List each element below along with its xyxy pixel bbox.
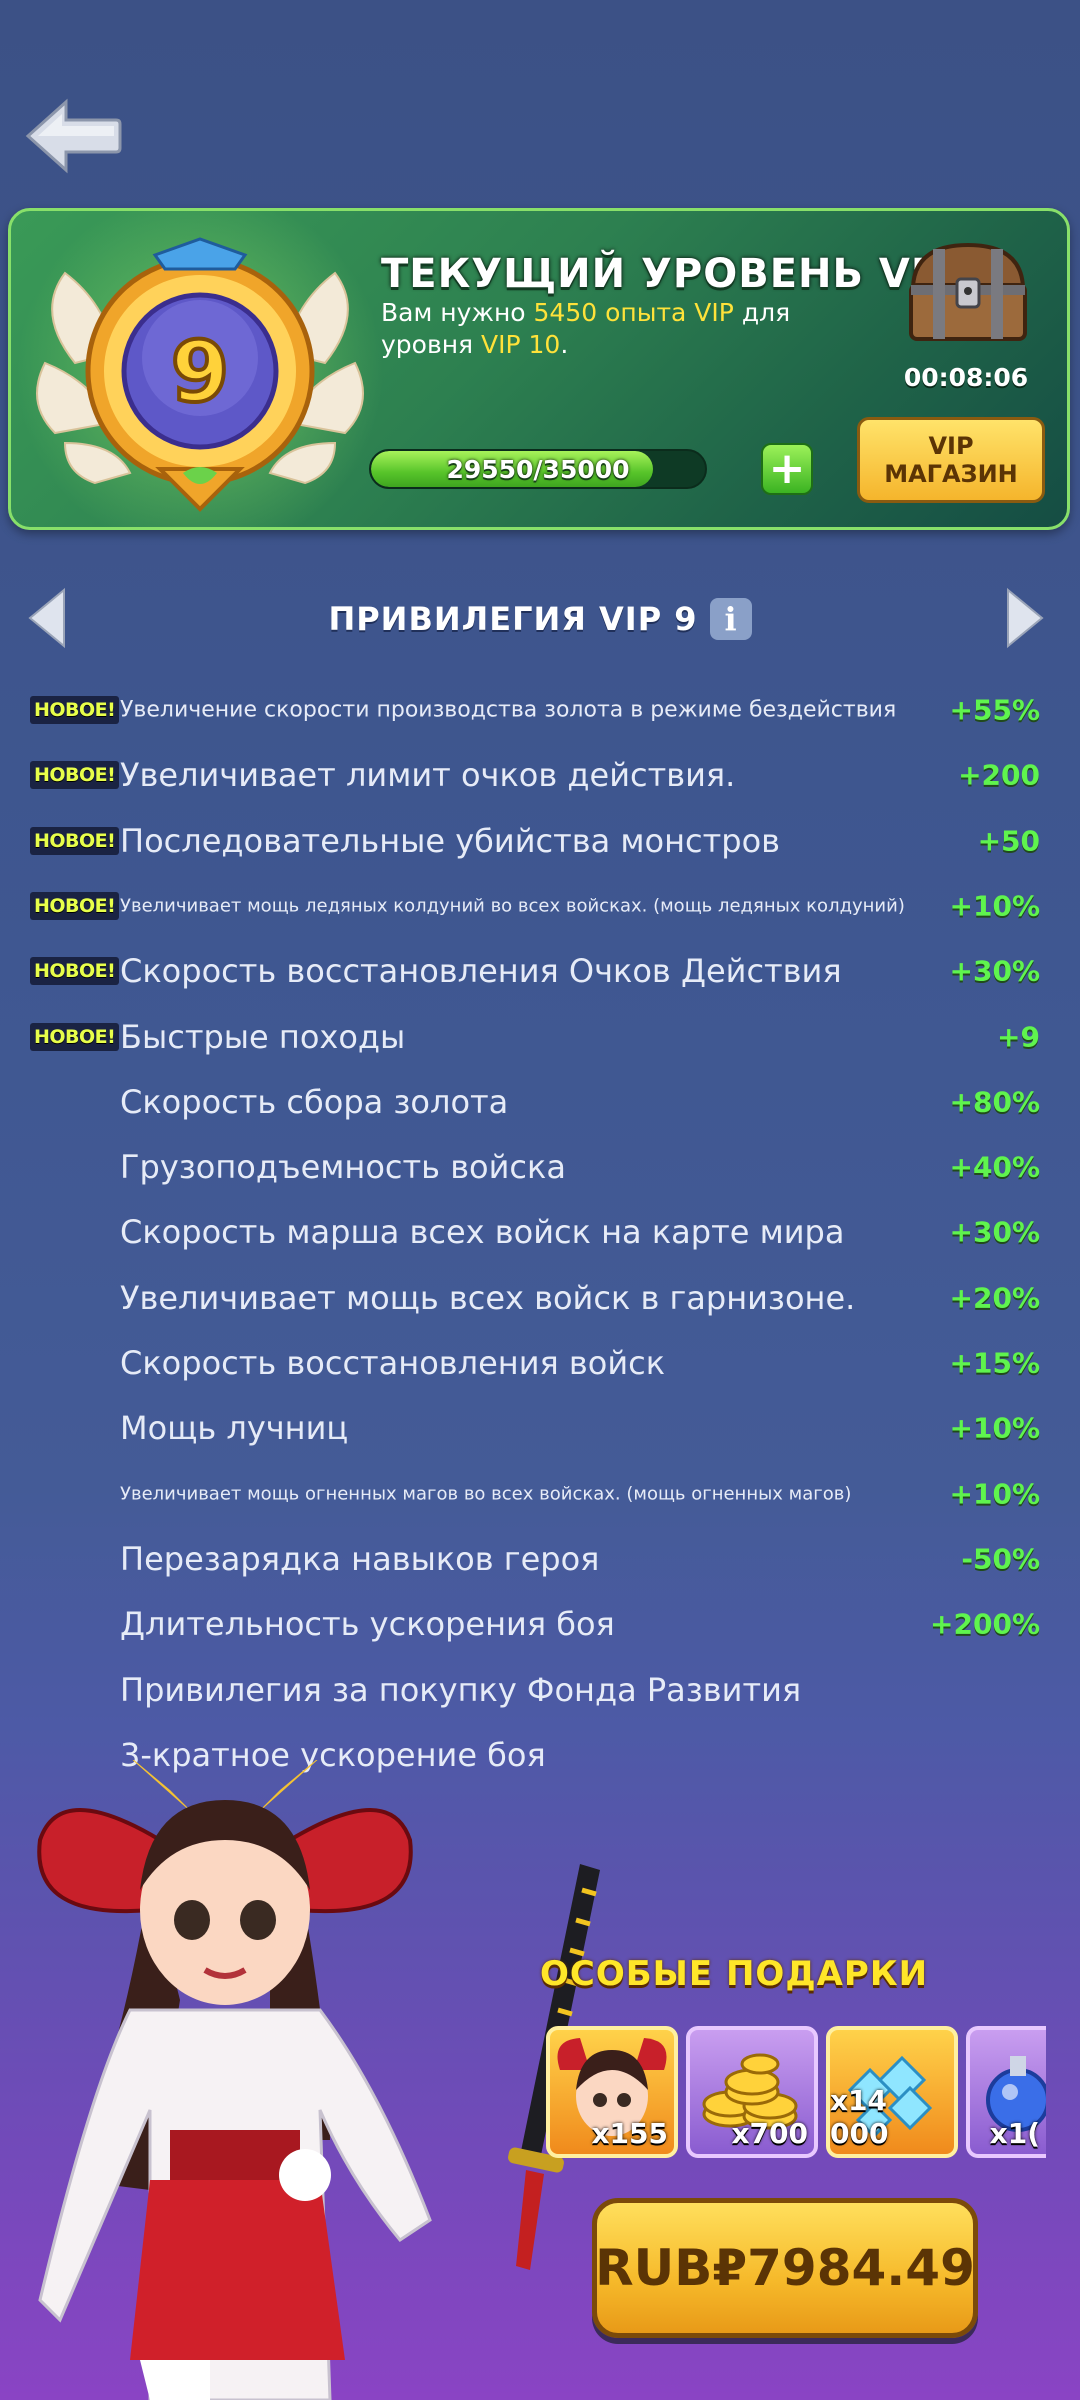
new-badge: НОВОЕ!: [30, 826, 120, 855]
privilege-row: Скорость восстановления войск +15%: [0, 1333, 1080, 1393]
privilege-value: +10%: [949, 1477, 1040, 1511]
privilege-row: НОВОЕ! Увеличение скорости производства з…: [0, 680, 1080, 740]
privilege-label: Увеличивает лимит очков действия.: [120, 756, 736, 795]
privilege-value: +9: [997, 1020, 1040, 1053]
gift-quantity: x1(: [989, 2117, 1040, 2150]
privilege-label: Перезарядка навыков героя: [120, 1539, 600, 1578]
gift-item[interactable]: x14 000: [826, 2026, 958, 2158]
vip-level-description: Вам нужно 5450 опыта VIP для уровня VIP …: [381, 298, 791, 359]
privilege-value: +55%: [949, 693, 1040, 727]
back-arrow-icon: [25, 98, 122, 174]
gift-quantity: x155: [591, 2117, 668, 2150]
privilege-row: Увеличивает мощь всех войск в гарнизоне.…: [0, 1268, 1080, 1328]
purchase-button[interactable]: RUB₽7984.49: [592, 2198, 978, 2338]
vip-level-badge-icon: 9: [36, 237, 364, 512]
privilege-row: Скорость сбора золота +80%: [0, 1072, 1080, 1132]
privilege-value: +10%: [949, 1411, 1040, 1445]
gift-quantity: x14 000: [830, 2084, 889, 2150]
privilege-row: НОВОЕ! Последовательные убийства монстров…: [0, 811, 1080, 871]
privilege-value: +30%: [949, 954, 1040, 988]
privilege-value: +200%: [930, 1607, 1040, 1641]
vip-xp-progress-text: 29550/35000: [446, 454, 630, 484]
potion-icon: [986, 2056, 1046, 2132]
gold-coins-icon: [702, 2053, 798, 2130]
plus-icon: +: [768, 443, 806, 494]
chest-timer: 00:08:06: [903, 363, 1029, 392]
gift-item[interactable]: x700: [686, 2026, 818, 2158]
privilege-label: Быстрые походы: [120, 1017, 406, 1056]
privilege-label: 3-кратное ускорение боя: [120, 1735, 546, 1774]
vip-status-panel: 9 ТЕКУЩИЙ УРОВЕНЬ VIP 9 Вам нужно 5450 о…: [8, 208, 1070, 530]
privilege-value: +50: [977, 824, 1040, 858]
privilege-row: Увеличивает мощь огненных магов во всех …: [0, 1464, 1080, 1524]
new-badge: НОВОЕ!: [30, 696, 120, 724]
privilege-row: Длительность ускорения боя +200%: [0, 1594, 1080, 1654]
privilege-row: НОВОЕ! Быстрые походы +9: [0, 1007, 1080, 1067]
privilege-label: Увеличение скорости производства золота …: [120, 697, 897, 723]
privilege-row: НОВОЕ! Скорость восстановления Очков Дейс…: [0, 941, 1080, 1001]
vip-shop-button[interactable]: VIP МАГАЗИН: [857, 417, 1045, 503]
privilege-label: Скорость восстановления войск: [120, 1344, 666, 1382]
privilege-row: Перезарядка навыков героя -50%: [0, 1529, 1080, 1589]
privilege-row: Привилегия за покупку Фонда Развития: [0, 1660, 1080, 1720]
privilege-label: Привилегия за покупку Фонда Развития: [120, 1670, 802, 1709]
back-button[interactable]: [24, 96, 124, 176]
new-badge: НОВОЕ!: [30, 1022, 120, 1051]
gift-item[interactable]: x1(: [966, 2026, 1046, 2158]
privilege-row: НОВОЕ! Увеличивает мощь ледяных колдуний …: [0, 876, 1080, 936]
hero-character-illustration: [37, 1760, 432, 2400]
previous-level-arrow-icon[interactable]: [26, 586, 68, 650]
privilege-label: Длительность ускорения боя: [120, 1605, 615, 1644]
privilege-row: 3-кратное ускорение боя: [0, 1725, 1080, 1785]
privilege-value: +15%: [949, 1346, 1040, 1380]
privilege-row: Мощь лучниц +10%: [0, 1398, 1080, 1458]
privilege-value: +40%: [949, 1150, 1040, 1184]
privilege-label: Скорость восстановления Очков Действия: [120, 952, 842, 991]
privilege-label: Скорость сбора золота: [120, 1082, 509, 1121]
privilege-value: +30%: [949, 1215, 1040, 1249]
privilege-row: Скорость марша всех войск на карте мира +…: [0, 1202, 1080, 1262]
new-badge: НОВОЕ!: [30, 957, 120, 986]
privilege-label: Последовательные убийства монстров: [120, 821, 780, 860]
next-level-arrow-icon[interactable]: [1004, 586, 1046, 650]
privilege-label: Скорость марша всех войск на карте мира: [120, 1213, 845, 1252]
privilege-label: Мощь лучниц: [120, 1409, 349, 1448]
gems-icon: [847, 2055, 933, 2139]
treasure-chest-icon[interactable]: [903, 235, 1033, 345]
privilege-label: Увеличивает мощь огненных магов во всех …: [120, 1483, 852, 1505]
new-badge: НОВОЕ!: [30, 891, 120, 920]
privilege-row: НОВОЕ! Увеличивает лимит очков действия. +…: [0, 745, 1080, 805]
privilege-row: Грузоподъемность войска +40%: [0, 1137, 1080, 1197]
special-gifts-title: ОСОБЫЕ ПОДАРКИ: [540, 1954, 929, 1994]
hero-portrait-icon: [557, 2038, 667, 2136]
new-badge: НОВОЕ!: [30, 761, 120, 790]
privilege-value: -50%: [961, 1542, 1040, 1576]
info-icon[interactable]: i: [709, 598, 752, 640]
privilege-value: +200: [958, 758, 1040, 792]
privilege-value: +10%: [949, 889, 1040, 923]
vip-xp-progress-fill: [371, 451, 653, 487]
katana-sword-icon: [508, 1864, 600, 2270]
gift-item[interactable]: x155: [546, 2026, 678, 2158]
add-vip-xp-button[interactable]: +: [761, 443, 813, 495]
privilege-value: +80%: [949, 1085, 1040, 1119]
privilege-label: Увеличивает мощь ледяных колдуний во все…: [120, 895, 905, 917]
badge-level-text: 9: [171, 323, 229, 421]
vip-xp-progress-bar: 29550/35000: [369, 449, 707, 489]
privilege-label: Увеличивает мощь всех войск в гарнизоне.: [120, 1278, 856, 1317]
privilege-label: Грузоподъемность войска: [120, 1148, 566, 1187]
privilege-value: +20%: [949, 1281, 1040, 1315]
gift-quantity: x700: [731, 2117, 808, 2150]
